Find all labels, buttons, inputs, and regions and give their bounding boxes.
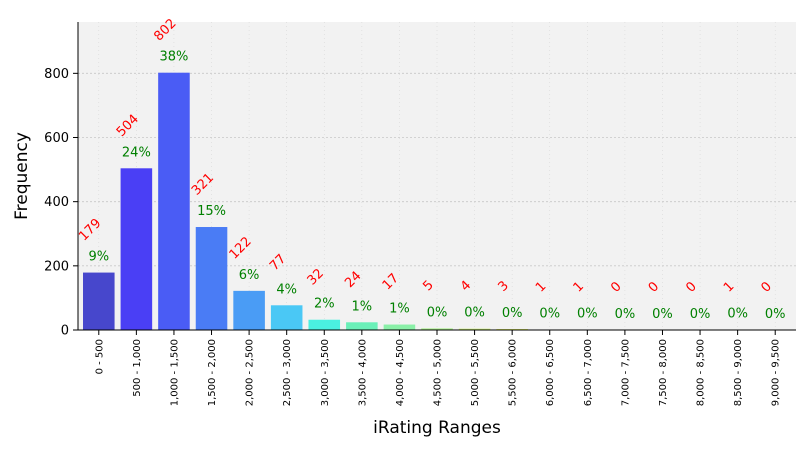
bar: [458, 328, 491, 330]
percent-label: 0%: [427, 305, 448, 320]
percent-label: 0%: [502, 306, 523, 321]
percent-label: 24%: [122, 145, 151, 160]
y-tick-label: 400: [44, 195, 69, 210]
bar: [83, 272, 115, 330]
bar: [195, 227, 228, 330]
x-axis-label: iRating Ranges: [373, 418, 501, 438]
x-tick-label: 8,500 - 9,000: [733, 339, 744, 406]
bar: [233, 290, 265, 330]
bar: [421, 328, 453, 330]
percent-label: 1%: [389, 302, 410, 317]
x-tick-label: 1,500 - 2,000: [207, 339, 218, 406]
percent-label: 0%: [539, 307, 560, 322]
bars-group: [83, 72, 754, 331]
percent-label: 0%: [615, 307, 636, 322]
y-axis-label: Frequency: [12, 132, 32, 220]
x-tick-label: 2,500 - 3,000: [282, 339, 293, 406]
x-tick-label: 0 - 500: [94, 339, 105, 374]
percent-label: 4%: [276, 282, 297, 297]
x-tick-label: 5,000 - 5,500: [470, 339, 481, 406]
percent-label: 9%: [88, 250, 109, 265]
x-tick-label: 7,000 - 7,500: [620, 339, 631, 406]
x-tick-label: 5,500 - 6,000: [508, 339, 519, 406]
x-tick-label: 6,000 - 6,500: [545, 339, 556, 406]
percent-label: 1%: [352, 299, 373, 314]
x-tick-label: 3,500 - 4,000: [357, 339, 368, 406]
y-ticks-group: 0 200 400 600 800: [44, 67, 78, 339]
percent-label: 0%: [652, 307, 673, 322]
percent-label: 0%: [690, 307, 711, 322]
x-tick-label: 9,000 - 9,500: [771, 339, 782, 406]
percent-label: 0%: [577, 307, 598, 322]
bar: [346, 322, 378, 330]
x-ticks-group: 0 - 500 500 - 1,000 1,000 - 1,500 1,500 - 2…: [94, 330, 782, 406]
x-tick-label: 4,500 - 5,000: [433, 339, 444, 406]
y-tick-label: 200: [44, 259, 69, 274]
x-tick-label: 8,000 - 8,500: [696, 339, 707, 406]
percent-label: 0%: [727, 307, 748, 322]
percent-label: 6%: [239, 268, 260, 283]
y-tick-label: 600: [44, 131, 69, 146]
x-tick-label: 3,000 - 3,500: [320, 339, 331, 406]
bar: [383, 324, 416, 330]
x-tick-label: 7,500 - 8,000: [658, 339, 669, 406]
x-tick-label: 2,000 - 2,500: [245, 339, 256, 406]
percent-label: 15%: [197, 204, 226, 219]
x-tick-label: 6,500 - 7,000: [583, 339, 594, 406]
percent-label: 0%: [464, 306, 485, 321]
bar: [158, 72, 190, 331]
percent-label: 0%: [765, 307, 786, 322]
x-tick-label: 4,000 - 4,500: [395, 339, 406, 406]
percent-label: 2%: [314, 297, 335, 312]
bar: [308, 319, 341, 330]
bar: [120, 168, 153, 330]
y-tick-label: 0: [61, 324, 69, 339]
percent-label: 38%: [159, 50, 188, 65]
x-tick-label: 1,000 - 1,500: [169, 339, 180, 406]
bar: [270, 305, 303, 330]
x-tick-label: 500 - 1,000: [132, 339, 143, 397]
y-tick-label: 800: [44, 67, 69, 82]
